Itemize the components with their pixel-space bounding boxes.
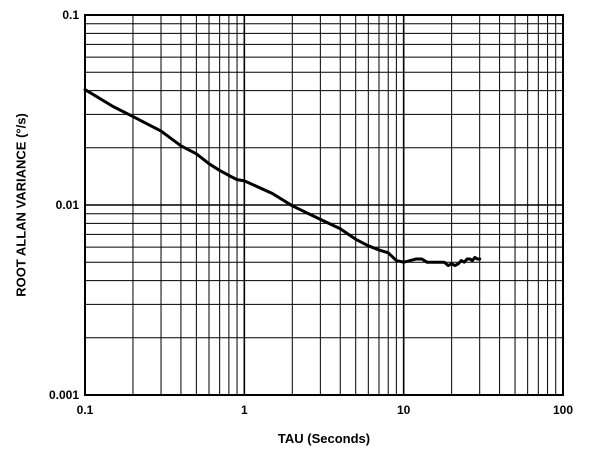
y-tick-label: 0.001 [49,388,79,402]
x-tick-labels: 0.1 1 10 100 [77,403,574,417]
x-axis-title: TAU (Seconds) [278,431,370,446]
x-tick-label: 1 [241,403,248,417]
x-tick-label: 100 [553,403,573,417]
series-line-1 [83,88,482,268]
y-tick-label: 0.01 [56,198,80,212]
plot-frame [84,14,564,396]
y-tick-label: 0.1 [62,8,79,22]
x-tick-label: 10 [397,403,411,417]
major-gridlines [85,15,563,395]
y-tick-labels: 0.001 0.01 0.1 [49,8,79,402]
y-axis-title: ROOT ALLAN VARIANCE (°/s) [13,113,28,297]
series-layer [83,88,482,268]
x-tick-label: 0.1 [77,403,94,417]
